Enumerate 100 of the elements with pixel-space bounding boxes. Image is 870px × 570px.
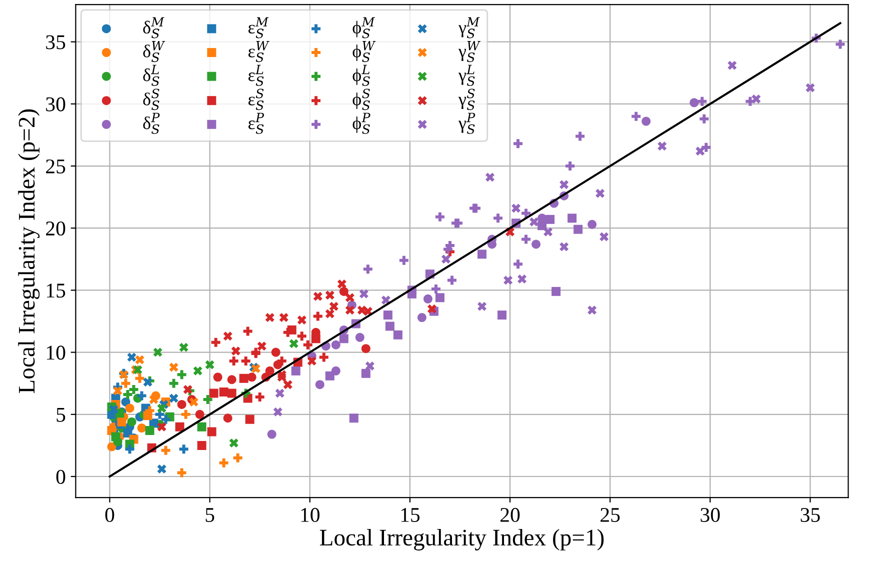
point [231, 346, 240, 356]
point [522, 234, 531, 244]
point [275, 388, 284, 398]
point [560, 180, 569, 190]
point [265, 313, 274, 322]
point [477, 302, 486, 311]
point [552, 286, 561, 296]
point [153, 348, 162, 357]
point [307, 356, 316, 366]
point [435, 212, 444, 222]
point [435, 293, 444, 302]
legend-label: ε$^{M}$$_{S}$ [248, 17, 269, 38]
point [588, 306, 597, 315]
point [291, 366, 300, 376]
legend-label: δ$^{M}$$_{S}$ [143, 17, 164, 38]
point [339, 334, 348, 344]
point [197, 422, 206, 432]
point [700, 114, 709, 124]
x-tick-label: 25 [600, 508, 620, 522]
point [193, 366, 202, 376]
point [381, 296, 390, 305]
point [658, 142, 667, 151]
point [289, 339, 298, 348]
point [836, 40, 845, 49]
point [361, 368, 370, 378]
legend-label: γ$^{S}$$_{S}$ [458, 88, 475, 110]
y-tick-label: 35 [46, 35, 66, 50]
point [806, 83, 815, 92]
y-tick-label: 10 [46, 346, 66, 360]
point [277, 356, 286, 366]
point [125, 404, 134, 413]
point [135, 374, 144, 383]
point [532, 240, 541, 249]
point [600, 232, 609, 242]
point [161, 446, 170, 455]
x-tick-label: 20 [500, 508, 520, 522]
point [255, 392, 264, 402]
point [596, 188, 605, 198]
point [752, 94, 761, 104]
point [227, 375, 236, 384]
x-tick-label: 5 [206, 508, 214, 522]
point [431, 284, 440, 294]
legend-label: ϕ$^{W}$$_{S}$ [352, 41, 376, 62]
point [365, 361, 374, 370]
point [111, 432, 120, 442]
point [135, 355, 144, 364]
legend-label: δ$^{L}$$_{S}$ [143, 64, 160, 86]
point [339, 286, 348, 296]
point [345, 306, 354, 315]
point [588, 220, 597, 229]
point [245, 414, 254, 424]
point [363, 264, 372, 274]
point [313, 312, 322, 321]
point [161, 414, 170, 424]
legend-label: ε$^{P}$$_{S}$ [248, 112, 264, 134]
point [169, 394, 178, 403]
point [297, 316, 306, 325]
point [530, 217, 539, 226]
x-axis-title: Local Irregularity Index (p=1) [320, 529, 604, 550]
point [137, 391, 146, 400]
point [179, 342, 188, 352]
point [574, 224, 583, 234]
legend-label: γ$^{M}$$_{S}$ [458, 17, 480, 38]
point [576, 132, 585, 141]
y-tick-label: 15 [46, 284, 66, 298]
point [325, 371, 334, 380]
point [181, 410, 190, 419]
x-tick-label: 10 [301, 508, 320, 522]
point [313, 292, 322, 301]
point [197, 440, 206, 450]
point [123, 390, 132, 400]
point [177, 400, 186, 409]
point [568, 214, 577, 223]
point [203, 394, 212, 404]
legend-label: ε$^{S}$$_{S}$ [248, 88, 264, 110]
point [271, 348, 280, 357]
point [195, 410, 204, 419]
point [219, 458, 228, 468]
point [121, 378, 130, 388]
point [544, 227, 553, 236]
point [145, 426, 154, 436]
point [127, 417, 136, 426]
point [345, 293, 354, 302]
legend-label: δ$^{P}$$_{S}$ [143, 112, 160, 134]
point [399, 256, 408, 265]
legend-label: ε$^{W}$$_{S}$ [248, 41, 270, 62]
legend-label: ϕ$^{L}$$_{S}$ [352, 64, 370, 86]
point [297, 332, 306, 341]
point [209, 388, 218, 398]
point [125, 444, 134, 454]
point [518, 274, 527, 284]
point [257, 342, 266, 351]
point [385, 322, 394, 331]
point [107, 442, 116, 452]
point [175, 422, 184, 432]
point [566, 162, 575, 171]
point [423, 294, 432, 304]
point [498, 310, 506, 320]
point [315, 380, 324, 390]
x-tick-label: 0 [105, 508, 114, 522]
